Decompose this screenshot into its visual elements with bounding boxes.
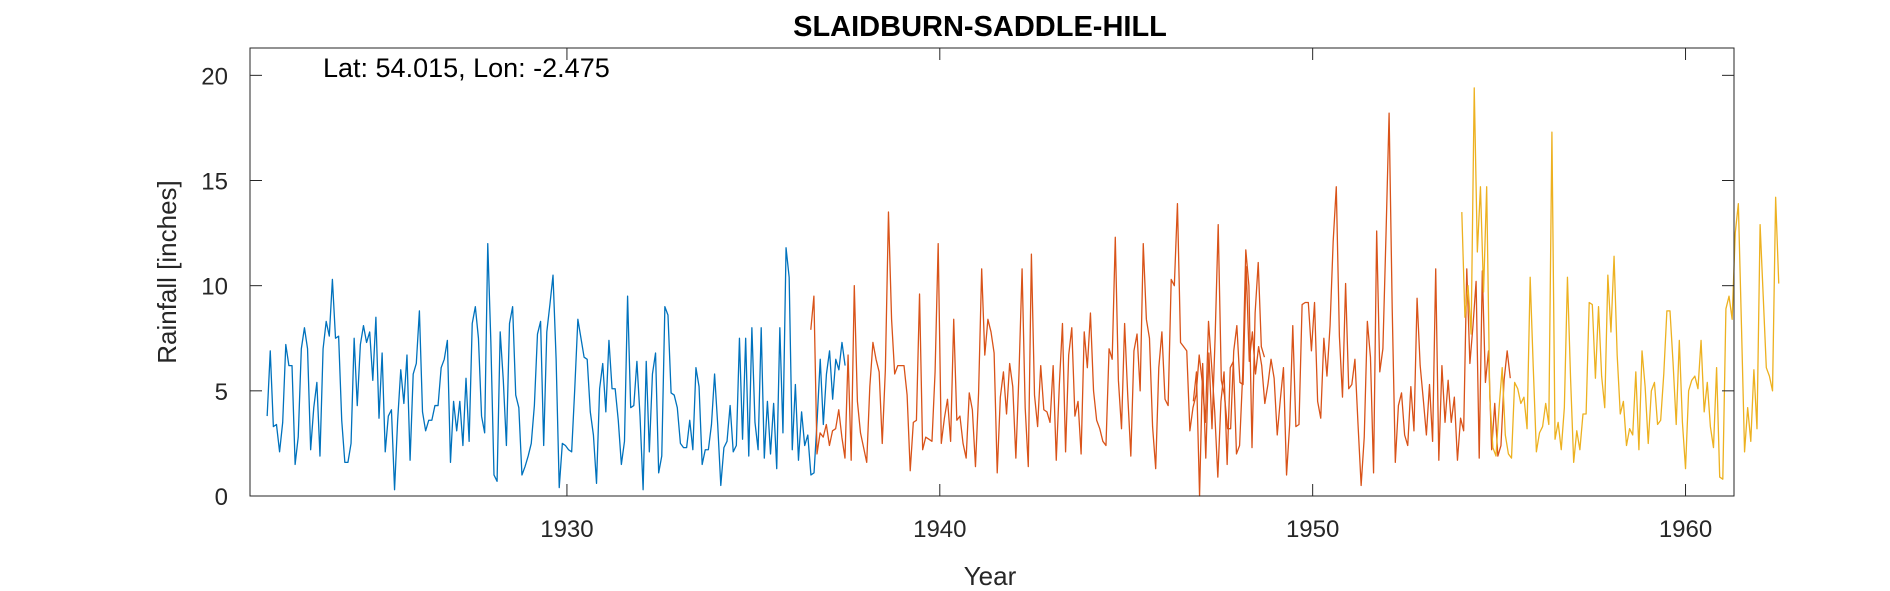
y-tick-label: 15 <box>201 169 228 196</box>
x-tick-label: 1960 <box>1659 516 1712 543</box>
series-line-4 <box>1461 87 1780 480</box>
axis-layer: 1930 1940 1950 1960 0 5 10 15 20 <box>201 48 1734 543</box>
x-axis-label: Year <box>964 561 1017 591</box>
location-annotation: Lat: 54.015, Lon: -2.475 <box>323 53 610 83</box>
series-line-3 <box>1192 112 1511 497</box>
y-tick-label: 20 <box>201 63 228 90</box>
y-axis-label: Rainfall [inches] <box>152 180 182 364</box>
series-line-1 <box>266 242 846 491</box>
x-tick-label: 1950 <box>1286 516 1339 543</box>
x-tick-label: 1930 <box>540 516 593 543</box>
x-tick-label: 1940 <box>913 516 966 543</box>
y-tick-label: 5 <box>215 379 228 406</box>
series-layer <box>266 87 1780 497</box>
plot-area-frame <box>249 47 1735 497</box>
chart-title: SLAIDBURN-SADDLE-HILL <box>793 11 1167 43</box>
y-tick-label: 0 <box>215 484 228 511</box>
y-tick-label: 10 <box>201 274 228 301</box>
series-line-2 <box>810 202 1266 478</box>
